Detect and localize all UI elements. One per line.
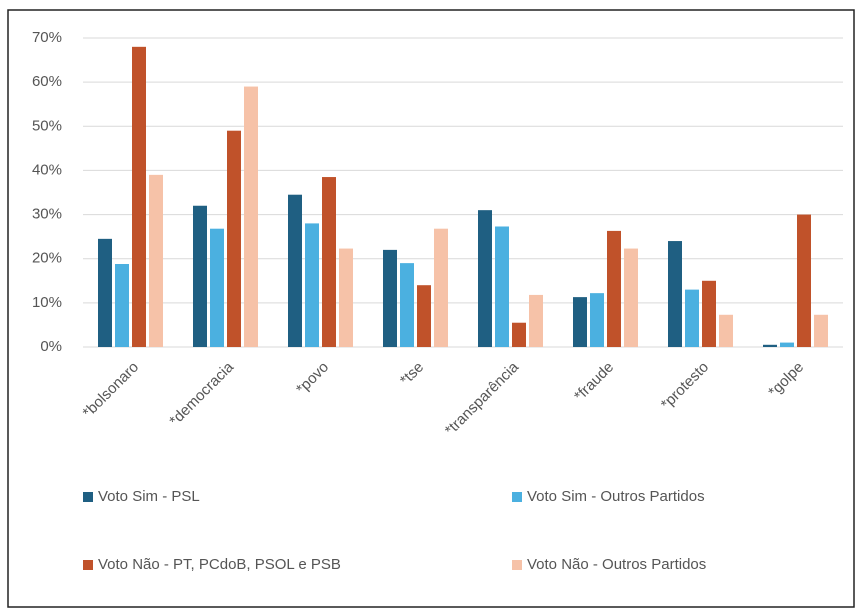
legend-label: Voto Sim - Outros Partidos	[527, 488, 705, 505]
bar	[702, 280, 716, 347]
legend-swatch	[512, 560, 522, 570]
y-tick-label: 70%	[32, 29, 62, 46]
bar	[624, 248, 638, 347]
bar	[434, 228, 448, 347]
bar	[383, 249, 397, 347]
bar	[512, 322, 526, 347]
bar	[417, 285, 431, 347]
bar	[132, 46, 146, 347]
bar	[573, 297, 587, 347]
bar	[227, 130, 241, 347]
y-tick-label: 40%	[32, 161, 62, 178]
y-tick-label: 50%	[32, 117, 62, 134]
bar	[244, 86, 258, 348]
bar	[529, 294, 543, 347]
bar	[322, 177, 336, 347]
bar	[98, 238, 112, 347]
bar	[668, 241, 682, 347]
legend-swatch	[512, 492, 522, 502]
bar	[814, 314, 828, 347]
bar	[797, 214, 811, 347]
bar	[400, 263, 414, 347]
y-tick-label: 0%	[40, 338, 62, 355]
bar	[780, 342, 794, 347]
bar	[719, 314, 733, 347]
bar	[478, 210, 492, 347]
bar	[339, 248, 353, 347]
legend-swatch	[83, 492, 93, 502]
y-tick-label: 30%	[32, 206, 62, 223]
bar	[149, 174, 163, 347]
legend-label: Voto Sim - PSL	[98, 488, 200, 505]
bar	[193, 205, 207, 347]
bar	[685, 289, 699, 347]
bar	[210, 228, 224, 347]
legend-label: Voto Não - Outros Partidos	[527, 556, 706, 573]
bar	[115, 264, 129, 347]
y-tick-label: 60%	[32, 73, 62, 90]
bar	[590, 293, 604, 347]
y-tick-label: 10%	[32, 294, 62, 311]
bar	[763, 344, 777, 347]
bar	[288, 194, 302, 347]
bar	[495, 226, 509, 347]
bar	[607, 230, 621, 347]
legend-label: Voto Não - PT, PCdoB, PSOL e PSB	[98, 556, 341, 573]
legend-swatch	[83, 560, 93, 570]
y-tick-label: 20%	[32, 250, 62, 267]
bar	[305, 223, 319, 347]
